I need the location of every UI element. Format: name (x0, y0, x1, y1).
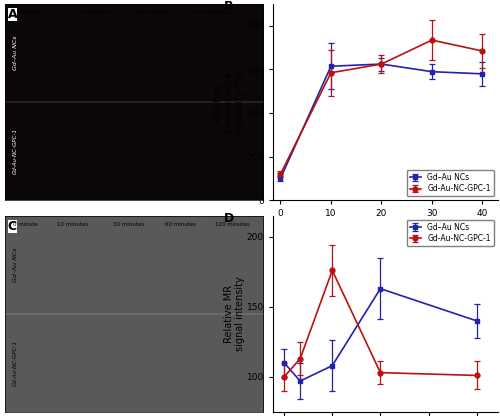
Text: 0 minute: 0 minute (14, 222, 38, 227)
X-axis label: Time (minutes): Time (minutes) (346, 224, 424, 234)
Text: 120 minutes: 120 minutes (215, 222, 250, 227)
Y-axis label: Relative MR
signal intensity: Relative MR signal intensity (224, 277, 246, 351)
Text: 0 minute: 0 minute (17, 10, 45, 15)
Text: 30 minutes: 30 minutes (137, 10, 172, 15)
Text: Gd-Au-NC-GPC-1: Gd-Au-NC-GPC-1 (13, 340, 18, 386)
Legend: Gd–Au NCs, Gd-Au-NC-GPC-1: Gd–Au NCs, Gd-Au-NC-GPC-1 (406, 170, 494, 196)
Text: B: B (224, 0, 233, 13)
Text: 30 minutes: 30 minutes (114, 222, 144, 227)
Text: 60 minutes: 60 minutes (165, 222, 196, 227)
Text: Low: Low (279, 193, 292, 199)
Text: A: A (8, 8, 17, 21)
Text: High: High (278, 13, 294, 19)
Y-axis label: Relative
fluorescence
intensity (%): Relative fluorescence intensity (%) (212, 71, 246, 134)
Text: Gd-Au-NC-GPC-1: Gd-Au-NC-GPC-1 (13, 128, 18, 174)
Text: Gd–Au NCs: Gd–Au NCs (13, 248, 18, 282)
Text: 10 minutes: 10 minutes (75, 10, 110, 15)
Text: Gd–Au NCs: Gd–Au NCs (13, 36, 18, 70)
Text: 40 minutes: 40 minutes (194, 10, 230, 15)
Text: D: D (224, 212, 234, 225)
Text: C: C (8, 220, 16, 233)
Text: 10 minutes: 10 minutes (56, 222, 88, 227)
Legend: Gd–Au NCs, Gd-Au-NC-GPC-1: Gd–Au NCs, Gd-Au-NC-GPC-1 (406, 220, 494, 246)
